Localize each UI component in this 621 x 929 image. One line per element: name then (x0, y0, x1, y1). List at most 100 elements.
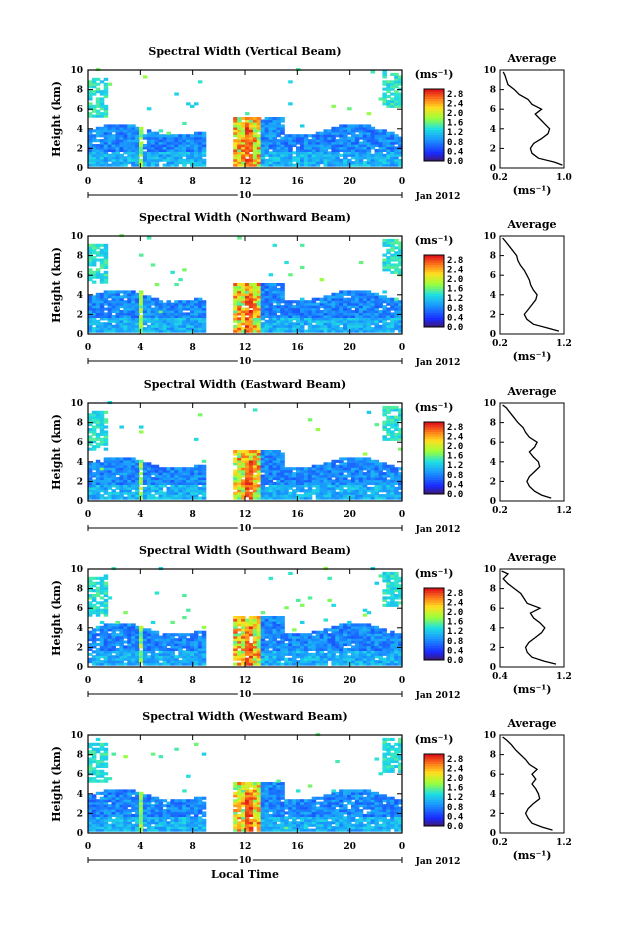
heatmap-cell (111, 650, 116, 654)
heatmap-cell (390, 305, 395, 309)
heatmap-cell (374, 136, 379, 140)
heatmap-cell (115, 625, 120, 629)
heatmap-cell (390, 491, 395, 495)
heatmap-cell (248, 662, 254, 666)
heatmap-cell (311, 161, 317, 165)
heatmap-cell (178, 650, 183, 654)
heatmap-cell (358, 324, 364, 328)
heatmap-cell (351, 124, 356, 128)
heatmap-cell (115, 660, 120, 664)
heatmap-cell (139, 300, 144, 304)
heatmap-cell (241, 484, 246, 488)
heatmap-cell (95, 258, 101, 262)
heatmap-cell (398, 270, 403, 274)
heatmap-cell (201, 139, 207, 143)
heatmap-cell (264, 616, 270, 620)
heatmap-cell (260, 151, 266, 155)
heatmap-cell (315, 305, 321, 309)
heatmap-cell (178, 496, 183, 500)
heatmap-cell (248, 139, 254, 143)
heatmap-cell (127, 650, 132, 654)
avg-x-tick-label: 0.2 (492, 339, 508, 349)
heatmap-cell (233, 327, 238, 331)
heatmap-cell (142, 327, 148, 331)
heatmap-cell (201, 474, 207, 478)
heatmap-cell (264, 327, 270, 331)
heatmap-cell (252, 305, 258, 309)
heatmap-cell (131, 126, 136, 130)
heatmap-cell (264, 479, 270, 483)
heatmap-cell (170, 314, 175, 318)
heatmap-cell (272, 322, 277, 326)
heatmap-cell (174, 307, 179, 311)
heatmap-cell (378, 464, 383, 468)
heatmap-cell (127, 633, 132, 637)
heatmap-cell (398, 447, 403, 451)
heatmap-cell (248, 494, 254, 498)
heatmap-cell (99, 650, 105, 654)
heatmap-cell (248, 479, 254, 483)
heatmap-cell (256, 312, 262, 316)
heatmap-cell (88, 494, 93, 498)
colorbar-step (424, 103, 444, 107)
heatmap-cell (146, 645, 152, 649)
x-tick-label: 8 (190, 343, 196, 353)
heatmap-cell (162, 650, 168, 654)
heatmap-cell (374, 129, 379, 133)
heatmap-cell (95, 268, 101, 272)
heatmap-cell (280, 141, 285, 145)
heatmap-cell (131, 650, 136, 654)
heatmap-cell (315, 486, 321, 490)
heatmap-cell (256, 310, 262, 314)
heatmap-cell (174, 136, 179, 140)
heatmap-cell (303, 136, 309, 140)
heatmap-cell (370, 491, 376, 495)
heatmap-cell (237, 141, 242, 145)
heatmap-cell (292, 310, 297, 314)
heatmap-cell (91, 275, 97, 279)
heatmap-cell (245, 469, 250, 473)
heatmap-cell (139, 459, 144, 463)
heatmap-cell (111, 662, 116, 666)
heatmap-cell (280, 290, 285, 294)
heatmap-cell (256, 317, 262, 321)
heatmap-cell (260, 146, 266, 150)
heatmap-cell (162, 139, 168, 143)
heatmap-cell (276, 134, 281, 138)
heatmap-cell (88, 300, 93, 304)
heatmap-cell (186, 657, 191, 661)
heatmap-cell (158, 640, 164, 644)
heatmap-cell (268, 628, 274, 632)
heatmap-cell (335, 628, 340, 632)
heatmap-cell (382, 479, 387, 483)
heatmap-cell (327, 484, 332, 488)
heatmap-cell (307, 477, 313, 481)
heatmap-cell (382, 75, 387, 79)
heatmap-cell (284, 489, 289, 493)
heatmap-cell (119, 327, 124, 331)
x-tick-label: 12 (239, 343, 252, 353)
y-tick-label: 0 (77, 497, 83, 507)
heatmap-cell (123, 322, 128, 326)
heatmap-cell (111, 310, 116, 314)
heatmap-cell (264, 307, 270, 311)
heatmap-cell (233, 139, 238, 143)
heatmap-cell (256, 287, 262, 291)
heatmap-cell (127, 660, 132, 664)
heatmap-cell (370, 496, 376, 500)
heatmap-cell (394, 270, 399, 274)
heatmap-cell (166, 494, 171, 498)
heatmap-cell (323, 633, 328, 637)
heatmap-cell (264, 635, 270, 639)
heatmap-cell (382, 134, 387, 138)
heatmap-cell (115, 467, 120, 471)
heatmap-cell (88, 596, 93, 600)
heatmap-cell (284, 300, 289, 304)
heatmap-cell (248, 322, 254, 326)
heatmap-cell (268, 126, 274, 130)
heatmap-cells (88, 567, 403, 666)
heatmap-cell (237, 464, 242, 468)
heatmap-cell (358, 300, 364, 304)
heatmap-cell (166, 633, 171, 637)
heatmap-cell (166, 131, 171, 135)
